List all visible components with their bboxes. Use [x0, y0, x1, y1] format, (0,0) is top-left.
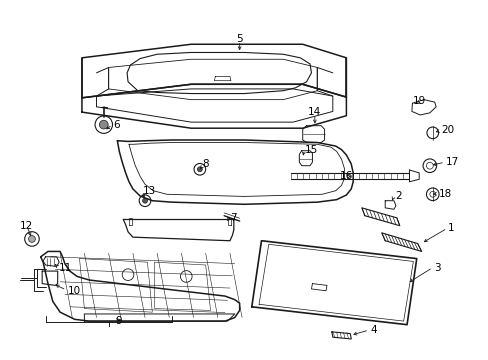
- Circle shape: [99, 120, 108, 129]
- Circle shape: [197, 167, 202, 172]
- Text: 8: 8: [202, 159, 208, 169]
- Text: 10: 10: [67, 286, 81, 296]
- Text: 17: 17: [445, 157, 458, 167]
- Text: 19: 19: [412, 96, 425, 107]
- Text: 18: 18: [438, 189, 451, 199]
- Text: 2: 2: [394, 191, 401, 201]
- Text: 12: 12: [20, 221, 33, 231]
- Text: 6: 6: [113, 120, 120, 130]
- Text: 15: 15: [305, 145, 318, 155]
- Text: 20: 20: [440, 125, 453, 135]
- Text: 4: 4: [370, 325, 377, 335]
- Text: 9: 9: [115, 316, 122, 326]
- Text: 14: 14: [307, 107, 321, 117]
- Text: 5: 5: [236, 34, 243, 44]
- Text: 3: 3: [433, 262, 440, 273]
- Text: 13: 13: [142, 186, 156, 196]
- Text: 7: 7: [229, 212, 236, 222]
- Text: 16: 16: [339, 171, 352, 181]
- Text: 11: 11: [59, 262, 72, 273]
- Circle shape: [28, 235, 35, 242]
- Text: 1: 1: [447, 223, 454, 233]
- Circle shape: [142, 198, 147, 203]
